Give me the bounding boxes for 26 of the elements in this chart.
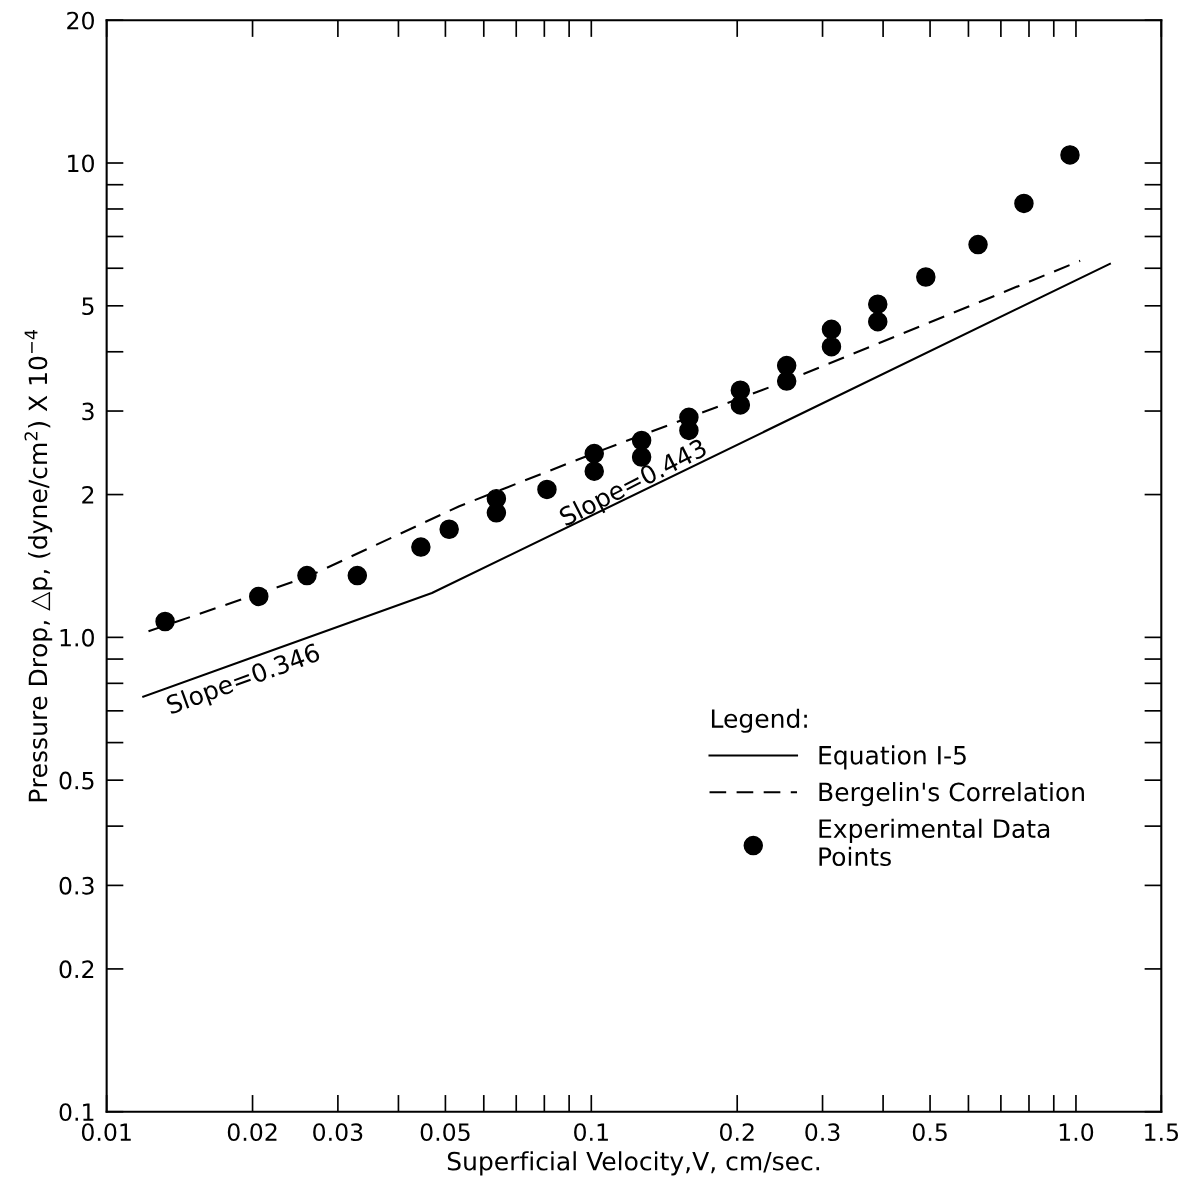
- y-tick-label: 0.1: [59, 1103, 94, 1122]
- y-tick-label: 5: [82, 297, 94, 316]
- y-tick-label: 0.5: [59, 771, 94, 790]
- y-tick-label: 2: [82, 486, 94, 504]
- x-tick-label: 0.02: [227, 1123, 277, 1142]
- y-tick-label: 1.0: [60, 628, 94, 647]
- y-tick-label: 3: [82, 402, 94, 421]
- x-tick-label: 0.2: [719, 1123, 754, 1142]
- y-tick-label: 0.3: [59, 876, 94, 895]
- x-tick-label: 1.0: [1059, 1123, 1094, 1142]
- y-axis-title: Pressure Drop, △p, (dyne/cm$^{2}$) X 10$^{−4}$: [24, 330, 53, 802]
- x-tick-label: 0.01: [81, 1123, 131, 1142]
- x-tick-label: 0.03: [313, 1123, 363, 1142]
- x-axis-title: Superficial Velocity,V, cm/sec.: [447, 1151, 820, 1176]
- legend-label: Equation I-5: [819, 745, 966, 770]
- y-tick-label: 10: [68, 154, 94, 173]
- legend-label: Bergelin's Correlation: [819, 782, 1084, 807]
- y-tick-label: 20: [67, 11, 94, 30]
- x-tick-label: 0.1: [574, 1123, 608, 1142]
- x-tick-label: 0.5: [912, 1123, 947, 1142]
- x-tick-label: 1.5: [1145, 1123, 1179, 1142]
- y-tick-label: 0.2: [59, 960, 94, 979]
- legend-label: Experimental Data Points: [819, 818, 1050, 867]
- x-tick-label: 0.05: [420, 1123, 470, 1142]
- legend-title: Legend:: [711, 708, 807, 733]
- x-tick-label: 0.3: [805, 1123, 840, 1142]
